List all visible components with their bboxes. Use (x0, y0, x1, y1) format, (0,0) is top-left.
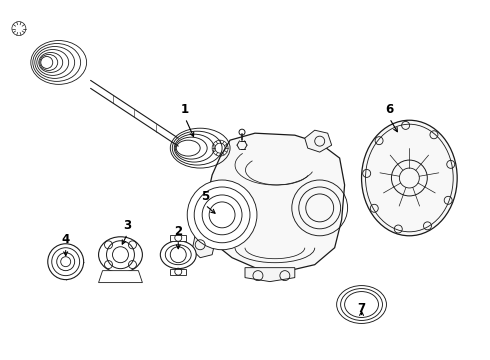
Polygon shape (171, 269, 186, 275)
Text: 7: 7 (358, 302, 366, 315)
Polygon shape (98, 271, 143, 283)
Ellipse shape (362, 120, 457, 236)
Ellipse shape (160, 241, 196, 269)
Text: 1: 1 (181, 103, 189, 116)
Ellipse shape (98, 237, 143, 273)
Circle shape (48, 244, 84, 280)
Text: 6: 6 (385, 103, 393, 116)
Text: 2: 2 (174, 225, 182, 238)
Polygon shape (205, 133, 344, 272)
Polygon shape (171, 235, 186, 241)
Text: 5: 5 (201, 190, 209, 203)
Polygon shape (305, 130, 332, 152)
Polygon shape (245, 268, 295, 282)
Ellipse shape (337, 285, 387, 323)
Text: 3: 3 (123, 219, 131, 232)
Polygon shape (192, 230, 215, 258)
Text: 4: 4 (62, 233, 70, 246)
Circle shape (187, 180, 257, 250)
